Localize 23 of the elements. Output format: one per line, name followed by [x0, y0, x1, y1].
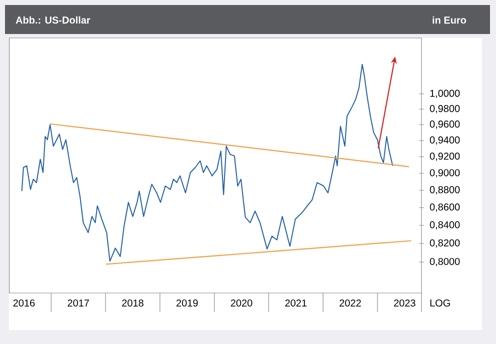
x-tick-label: 2019 — [176, 299, 198, 307]
y-tick-label: 0,8000 — [430, 258, 460, 266]
y-axis-title: in Euro — [432, 16, 466, 24]
line-series — [21, 64, 394, 262]
y-tick-label: 0,8400 — [430, 221, 460, 230]
y-tick-label: 0,8600 — [430, 203, 460, 212]
x-tick-label: 2023 — [394, 299, 416, 307]
y-tick-label: 0,9000 — [430, 169, 460, 178]
y-tick-label: 0,8800 — [430, 186, 460, 194]
y-tick-label: 0,9400 — [430, 136, 460, 145]
x-tick-label: 2017 — [68, 299, 89, 307]
y-tick-label: 0,9200 — [430, 152, 460, 161]
y-tick-label: 1,0000 — [430, 90, 460, 98]
chart-title: Abb.: US-Dollar — [16, 16, 90, 24]
y-tick-label: 0,9800 — [430, 105, 460, 114]
x-tick-label: 2016 — [13, 299, 35, 307]
x-tick-label: 2021 — [285, 299, 307, 307]
y-tick-label: 0,9600 — [430, 120, 460, 129]
x-tick-label: 2022 — [340, 299, 361, 307]
y-tick-label: 0,8200 — [430, 239, 460, 248]
x-tick-label: 2020 — [230, 299, 252, 307]
x-tick-label: 2018 — [122, 299, 144, 307]
text: LOG — [430, 299, 450, 307]
